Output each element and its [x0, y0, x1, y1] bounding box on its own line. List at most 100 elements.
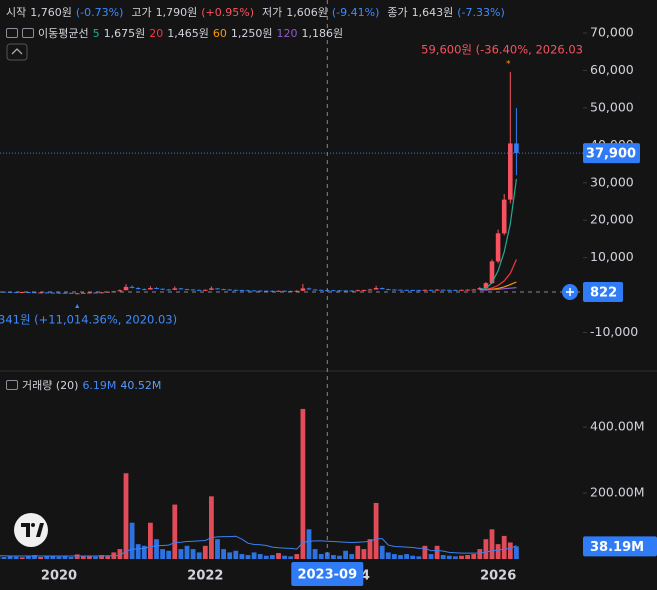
ohlc-legend: 시작 1,760원 (-0.73%) 고가 1,790원 (+0.95%) 저가 1,606원… [6, 4, 509, 20]
candle-body [282, 290, 287, 292]
y-tick-label: 200.00M [590, 485, 645, 500]
volume-bar [404, 554, 409, 559]
y-tick-label: 70,000 [590, 24, 634, 39]
volume-bar [221, 549, 226, 559]
volume-bar [141, 545, 147, 559]
volume-legend: 거래량 (20) 6.19M 40.52M [6, 377, 161, 393]
candle-body [44, 292, 49, 294]
ohlc-value: 1,643원 [411, 6, 454, 19]
volume-bar [294, 554, 300, 559]
volume-bar [38, 557, 43, 559]
candle-body [20, 292, 25, 294]
volume-bar [80, 555, 86, 559]
ohlc-label: 종가 [387, 6, 408, 19]
volume-bar [446, 555, 452, 559]
volume-bar [257, 554, 263, 559]
ma-period: 20 [149, 26, 164, 40]
candle-body [361, 290, 367, 292]
candle-body [404, 289, 409, 291]
candle-body [422, 289, 428, 291]
volume-bar [343, 550, 348, 559]
volume-bar [282, 555, 287, 559]
volume-bar [196, 552, 202, 559]
volume-bar [105, 556, 111, 559]
candle-body [300, 288, 306, 291]
candle-body [32, 292, 37, 294]
candle-body [434, 289, 440, 291]
candle-body [251, 290, 257, 292]
volume-value: 6.19M [82, 378, 117, 392]
x-tick-label: 2026 [480, 569, 516, 584]
candle-body [184, 289, 190, 291]
candle-body [26, 292, 31, 294]
candle-body [337, 290, 342, 292]
candle-body [306, 288, 312, 290]
candle-body [239, 290, 245, 292]
candle-body [160, 288, 165, 290]
crosshair-date-label: 2023-09 [297, 568, 357, 583]
visibility-icon[interactable] [6, 28, 18, 38]
volume-bar [209, 496, 214, 559]
crosshair-date-box [291, 562, 364, 586]
visibility-icon[interactable] [6, 380, 18, 390]
volume-bar [154, 539, 159, 559]
candle-body [68, 292, 74, 294]
volume-bar [477, 549, 483, 559]
candle-body [129, 286, 135, 288]
candle-body [331, 290, 336, 292]
candle-body [178, 288, 184, 290]
volume-bar [312, 549, 318, 559]
last-volume-label: 38.19M [590, 540, 644, 555]
x-tick-label: 2022 [187, 569, 223, 584]
candle-body [215, 288, 220, 290]
candle-body [227, 289, 232, 291]
candle-body [453, 289, 458, 291]
candle-body [465, 289, 470, 291]
volume-bar [263, 555, 269, 559]
volume-bar [514, 546, 519, 559]
volume-bar [32, 555, 37, 559]
volume-bar [367, 539, 373, 559]
volume-bar [239, 554, 245, 559]
candle-body [245, 290, 251, 292]
tv-logo [14, 513, 48, 547]
volume-bar [227, 552, 233, 559]
y-tick-label: -10,000 [590, 324, 638, 339]
volume-bar [276, 553, 281, 559]
volume-bar [99, 555, 104, 559]
volume-ma-value: 40.52M [120, 378, 162, 392]
candle-body [50, 292, 56, 294]
ma-title: 이동평균선 [38, 27, 89, 40]
volume-bar [7, 555, 13, 559]
volume-title: 거래량 (20) [22, 379, 79, 392]
candle-body [221, 289, 226, 291]
candle-body [13, 292, 19, 294]
ma-value: 1,675원 [103, 27, 146, 40]
candle-body [386, 289, 391, 291]
y-tick-label: 20,000 [590, 212, 634, 227]
candle-body [87, 292, 92, 294]
ma-period: 5 [92, 26, 100, 40]
candle-body [373, 287, 379, 290]
volume-bar [428, 554, 434, 559]
candle-body [154, 287, 159, 289]
candle-body [166, 289, 171, 291]
candle-body [264, 290, 269, 292]
volume-ma-line [0, 535, 517, 557]
volume-bar [373, 502, 379, 559]
volume-bar [184, 545, 190, 559]
volume-bar [410, 555, 416, 559]
candle-body [471, 289, 476, 291]
add-alert-button[interactable] [562, 284, 578, 301]
settings-icon[interactable] [22, 28, 34, 38]
volume-bar [62, 556, 68, 559]
collapse-button[interactable] [6, 43, 28, 61]
volume-bar [26, 556, 31, 559]
candle-body [483, 283, 489, 288]
y-tick-label: 10,000 [590, 249, 634, 264]
ohlc-label: 저가 [262, 6, 283, 19]
candle-body [398, 289, 403, 291]
candle-body [416, 290, 422, 292]
candle-body [501, 199, 507, 234]
